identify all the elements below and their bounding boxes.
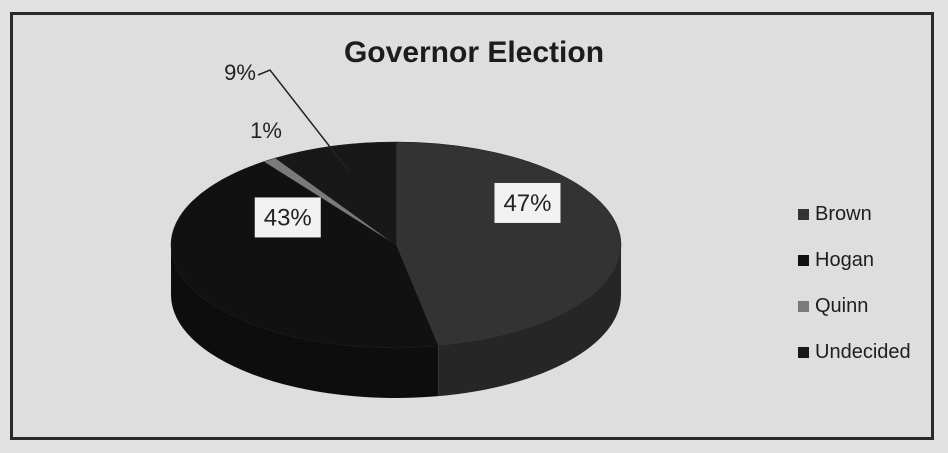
chart-title: Governor Election bbox=[343, 36, 605, 69]
legend-label-quinn: Quinn bbox=[815, 294, 869, 317]
leader-line-undecided bbox=[257, 69, 349, 171]
pie-side-brown bbox=[438, 245, 621, 397]
legend-label-hogan: Hogan bbox=[815, 248, 874, 271]
legend-swatch-undecided bbox=[798, 346, 809, 358]
legend-label-undecided: Undecided bbox=[815, 340, 911, 363]
legend-swatch-hogan bbox=[798, 254, 809, 266]
data-label-hogan-box bbox=[254, 197, 321, 238]
data-label-brown-text: 47% bbox=[503, 190, 551, 217]
pie-slice-undecided bbox=[274, 141, 397, 246]
data-label-undecided: 9% bbox=[224, 60, 256, 85]
pie-slice-brown bbox=[395, 141, 622, 347]
data-label-brown: 47% bbox=[494, 182, 561, 223]
legend-item-quinn: Quinn bbox=[798, 283, 911, 329]
legend-swatch-brown bbox=[798, 208, 809, 220]
legend-swatch-quinn bbox=[798, 300, 809, 312]
data-label-quinn: 1% bbox=[250, 118, 282, 143]
legend-item-undecided: Undecided bbox=[798, 329, 911, 375]
legend-item-hogan: Hogan bbox=[798, 237, 911, 283]
data-label-hogan: 43% bbox=[254, 197, 321, 238]
pie-side-hogan bbox=[171, 245, 439, 398]
legend-label-brown: Brown bbox=[815, 202, 872, 225]
legend: Brown Hogan Quinn Undecided bbox=[798, 191, 911, 375]
data-label-hogan-text: 43% bbox=[264, 204, 312, 231]
pie-slice-hogan bbox=[170, 161, 439, 349]
legend-item-brown: Brown bbox=[798, 191, 911, 237]
data-label-brown-box bbox=[494, 182, 561, 223]
